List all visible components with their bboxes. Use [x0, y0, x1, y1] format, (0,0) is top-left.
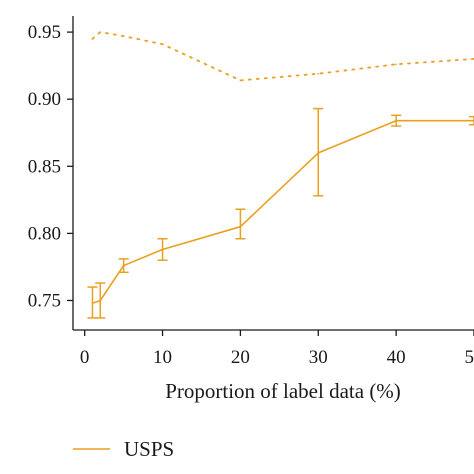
error-bar: [95, 282, 106, 319]
x-tick-label: 0: [80, 347, 90, 368]
data-point: [99, 31, 102, 33]
series-line-usps: [92, 119, 474, 304]
data-point: [239, 79, 242, 82]
x-tick-label: 10: [153, 347, 172, 368]
axes: [72, 16, 474, 331]
error-bar: [469, 115, 474, 126]
error-bar: [391, 114, 402, 127]
data-point: [161, 43, 164, 45]
legend-label-usps: USPS: [124, 437, 174, 461]
y-tick-label: 0.95: [28, 22, 61, 43]
y-tick-label: 0.85: [28, 156, 61, 177]
dotted-series-line: [91, 31, 474, 82]
x-tick-label: 40: [387, 347, 406, 368]
data-point: [91, 38, 94, 40]
x-tick-label: 50: [465, 347, 474, 368]
data-point: [395, 63, 397, 66]
y-ticks: 0.75 0.80 0.85 0.90 0.95: [28, 22, 73, 311]
y-tick-label: 0.90: [28, 89, 61, 110]
error-bar: [118, 258, 129, 274]
error-bar: [157, 238, 168, 261]
error-bar: [235, 208, 246, 240]
y-tick-label: 0.80: [28, 223, 61, 244]
x-axis-label: Proportion of label data (%): [165, 379, 401, 403]
data-point: [317, 72, 320, 75]
y-tick-label: 0.75: [28, 290, 61, 311]
data-point: [122, 35, 125, 37]
legend: USPS: [73, 437, 174, 461]
x-tick-label: 20: [231, 347, 250, 368]
x-ticks: 0 10 20 30 40 50: [80, 330, 474, 368]
series-layer: [87, 31, 474, 319]
x-tick-label: 30: [309, 347, 328, 368]
error-bar: [313, 107, 324, 197]
